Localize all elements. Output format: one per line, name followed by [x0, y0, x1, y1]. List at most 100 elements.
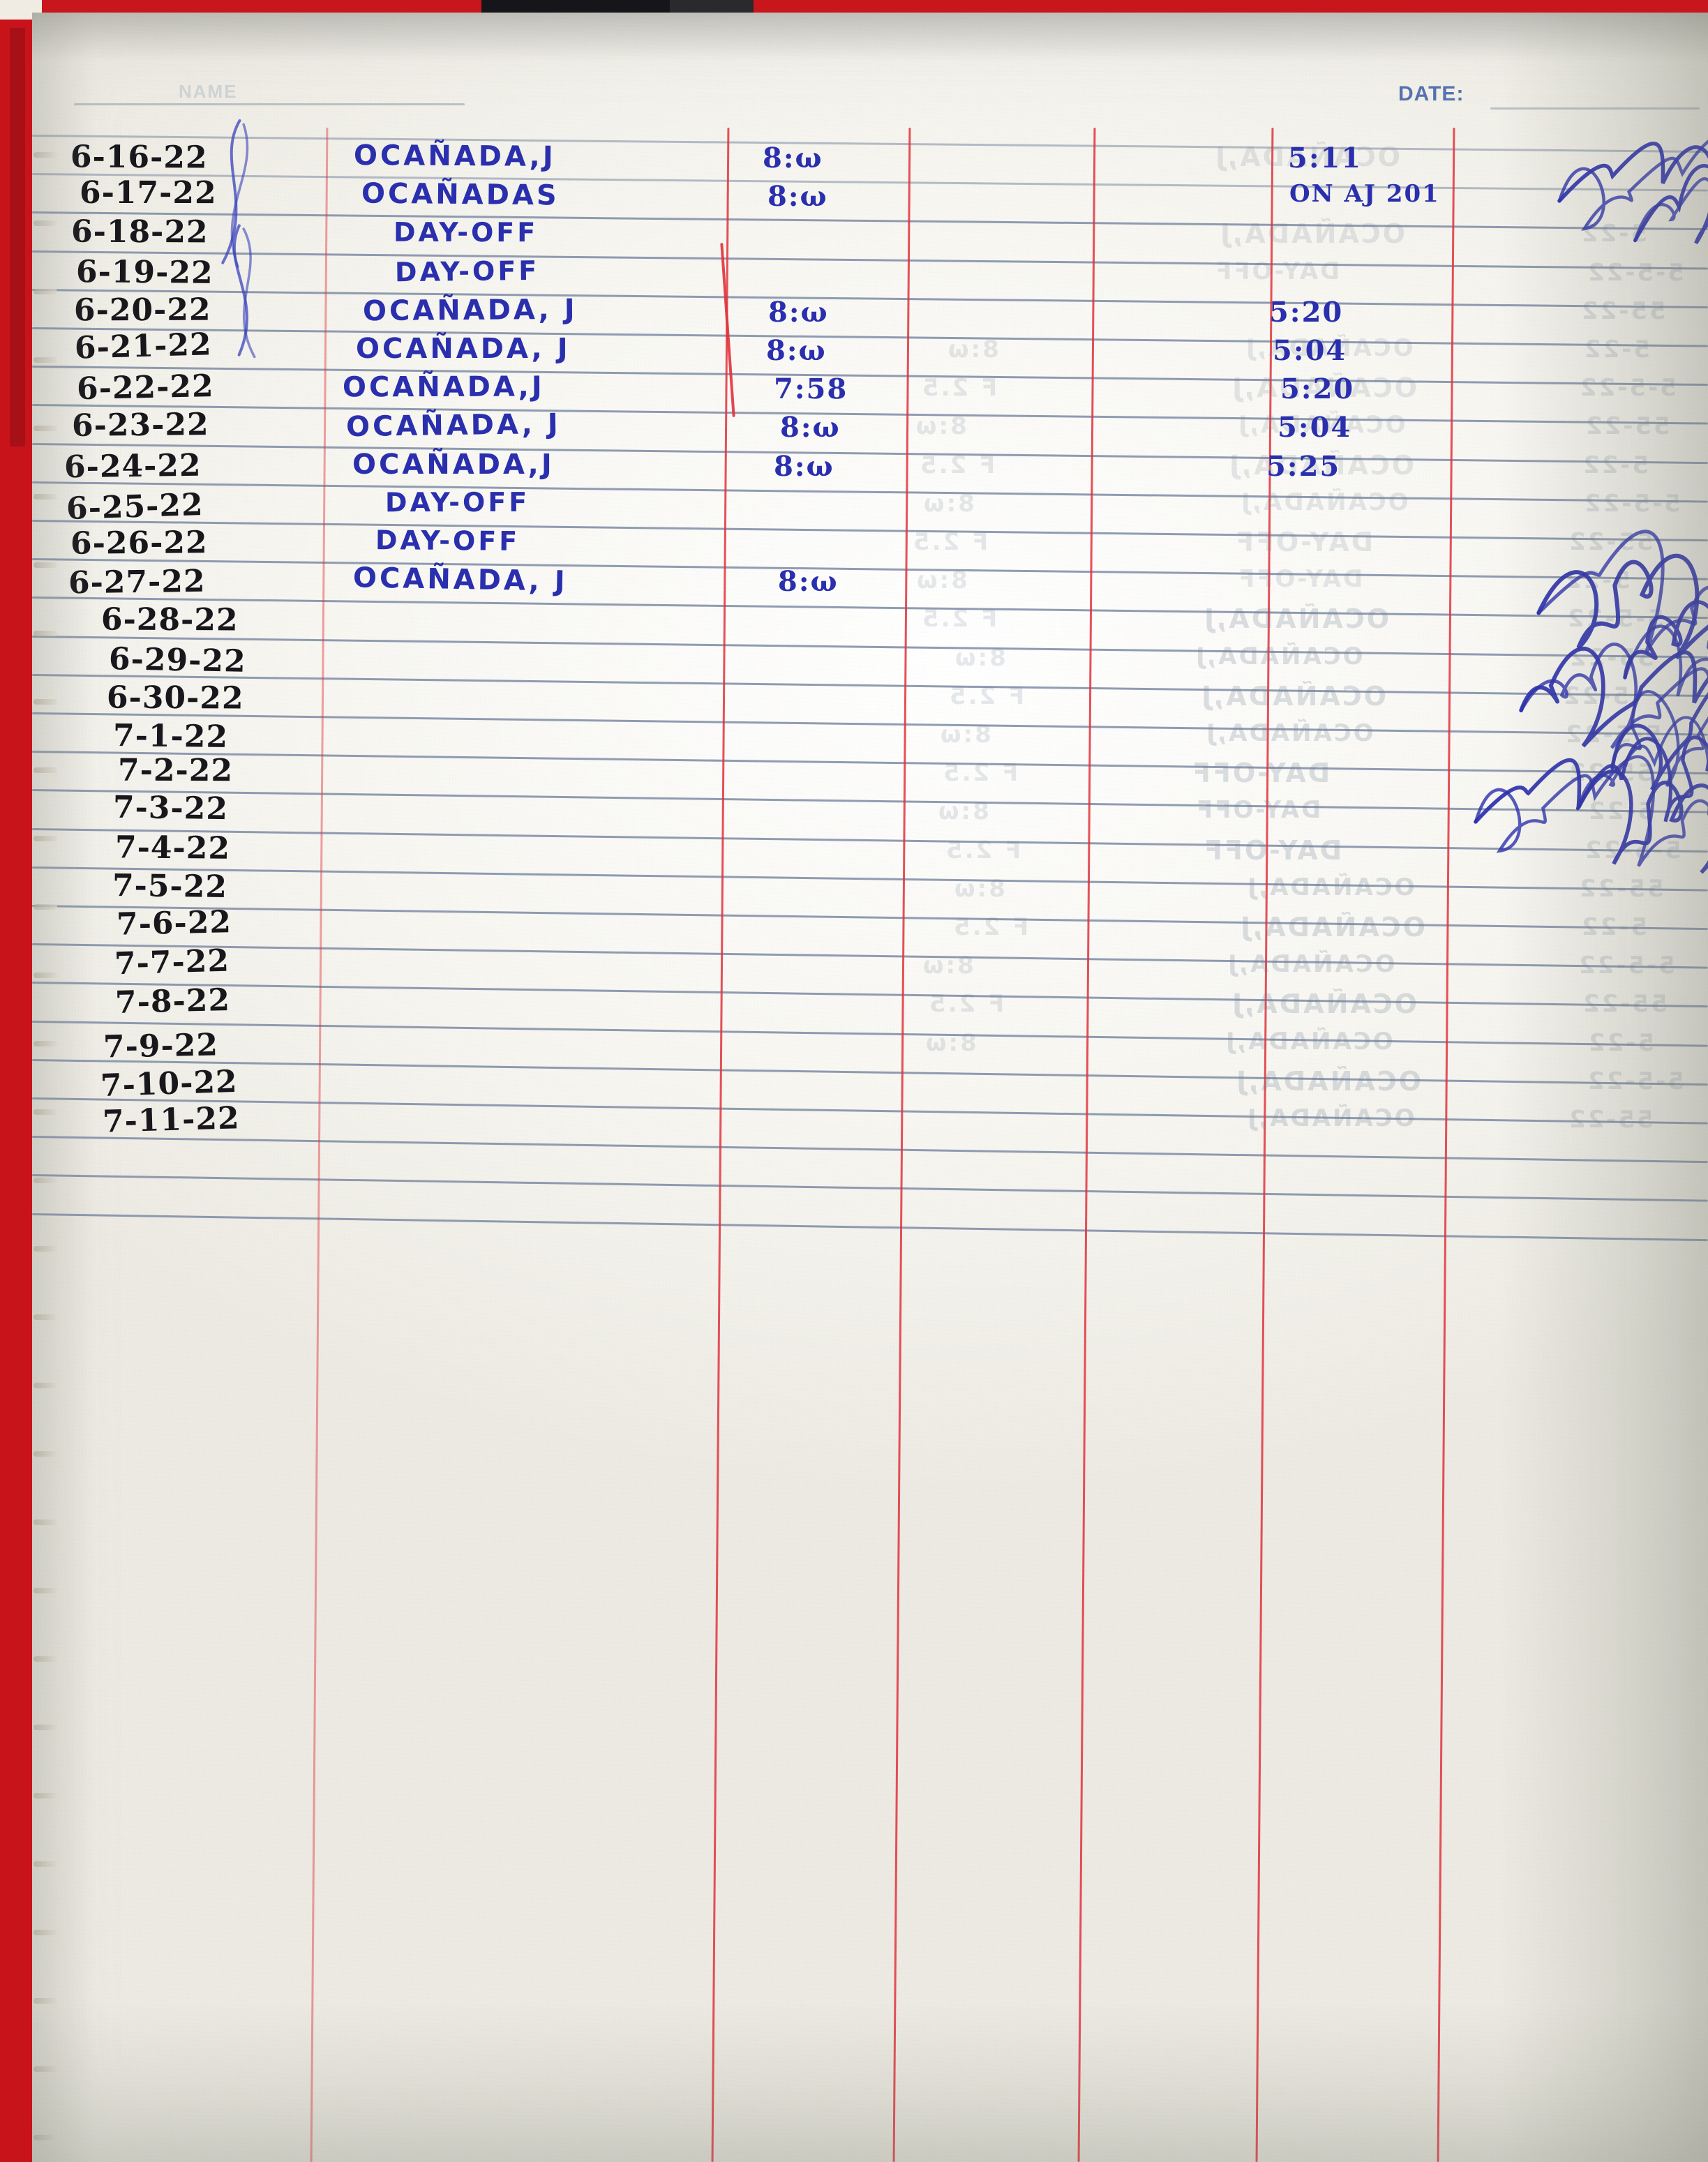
binding-notch [33, 1041, 57, 1046]
bleed-through-text: OCAÑADA,J [1245, 1104, 1415, 1132]
binding-notch [33, 1588, 57, 1593]
paper-sheet: NAME DATE: OCAÑADA,JOCAÑADA,J5-22DAY-OFF… [31, 13, 1708, 2162]
cell-name: DAY-OFF [384, 486, 530, 518]
paper-fiber-texture [32, 13, 1708, 2162]
bleed-through-time: F 2.5 [941, 759, 1019, 788]
cell-name: OCAÑADA,J [352, 448, 555, 481]
bleed-through-text: DAY-OFF [1190, 758, 1331, 789]
cell-date: 7-7-22 [114, 943, 230, 982]
cell-time-in: 8:ω [767, 295, 829, 329]
cell-date: 7-3-22 [112, 790, 229, 827]
binding-notch [33, 767, 57, 773]
header-left-rule [74, 103, 465, 105]
bleed-through-text: DAY-OFF [1202, 834, 1342, 866]
cell-time-in: 8:ω [779, 411, 841, 444]
bleed-through-time: 8:ω [953, 643, 1006, 672]
cell-time-out: 5:20 [1280, 373, 1355, 406]
cell-name: OCAÑADAS [361, 177, 560, 212]
header-name-label: NAME [179, 81, 238, 102]
cell-date: 6-22-22 [76, 368, 215, 407]
binding-notch [33, 1178, 57, 1183]
binding-notch [33, 1451, 57, 1457]
binding-notch [33, 631, 57, 636]
signature-scribble [1547, 124, 1708, 271]
bleed-through-time: 8:ω [915, 566, 968, 595]
cell-date: 6-28-22 [100, 601, 239, 638]
cover-left-red-shadow [10, 28, 25, 446]
cell-name: OCAÑADA, J [362, 293, 578, 328]
bleed-through-text: OCAÑADA,J [1194, 642, 1363, 670]
bleed-through-text: OCAÑADA,J [1238, 912, 1426, 943]
cell-time-in: 8:ω [762, 141, 823, 175]
cell-date: 7-1-22 [112, 718, 229, 755]
cell-date: 7-10-22 [100, 1063, 239, 1104]
bleed-through-text: OCAÑADA,J [1218, 218, 1406, 250]
binding-notch [33, 973, 57, 978]
cell-date: 6-29-22 [108, 640, 247, 680]
bleed-through-time: 8:ω [921, 952, 974, 980]
bleed-through-text: OCAÑADA,J [1239, 488, 1409, 516]
bleed-through-time: F 2.5 [920, 374, 998, 403]
pen-strike-mark [211, 220, 282, 366]
bleed-through-text: DAY-OFF [1234, 527, 1374, 557]
bleed-through-text: OCAÑADA,J [1226, 950, 1395, 979]
cover-black-patch-2 [670, 0, 754, 15]
binding-notch [33, 220, 57, 226]
signature-scribble [1525, 528, 1708, 690]
header-date-rule [1490, 107, 1700, 110]
binding-notch [33, 289, 57, 294]
bleed-through-text: OCAÑADA,J [1230, 989, 1418, 1020]
cell-time-in: 8:ω [773, 449, 834, 483]
bleed-through-time: F 2.5 [918, 451, 996, 479]
binding-notch [33, 2066, 57, 2072]
cell-name: OCAÑADA,J [342, 370, 545, 404]
bleed-through-time: F 2.5 [952, 913, 1029, 941]
binding-notch [33, 836, 57, 841]
binding-notch [33, 1930, 57, 1935]
bottom-curve-shadow [32, 2002, 1708, 2162]
cell-time-in: 8:ω [777, 564, 839, 599]
cell-date: 7-2-22 [117, 752, 234, 789]
bleed-through-time: 8:ω [946, 336, 999, 363]
cell-date: 7-9-22 [103, 1027, 219, 1065]
cell-time-out: ON AJ 201 [1289, 180, 1440, 209]
bleed-through-text: DAY-OFF [1194, 796, 1321, 825]
binding-notch [33, 1656, 57, 1662]
bleed-through-text: OCAÑADA,J [1199, 680, 1387, 712]
left-curve-shadow [32, 13, 95, 2162]
bleed-through-text: OCAÑADA,J [1204, 719, 1374, 747]
cell-name: OCAÑADA, J [345, 408, 561, 444]
cell-time-out: 5:11 [1287, 141, 1363, 175]
bleed-through-time: 8:ω [936, 797, 989, 826]
binding-notch [33, 699, 57, 705]
top-shadow [32, 13, 1708, 61]
binding-notch [33, 1109, 57, 1115]
cell-name: DAY-OFF [393, 217, 539, 248]
bleed-through-time: F 2.5 [911, 528, 989, 556]
cell-name: DAY-OFF [375, 525, 520, 557]
binding-notch [33, 357, 57, 363]
bleed-through-time: 8:ω [922, 489, 975, 518]
signature-scribble [1463, 745, 1708, 892]
cell-date: 7-5-22 [112, 867, 228, 905]
bleed-through-time: F 2.5 [947, 682, 1025, 710]
cell-time-out: 5:20 [1268, 295, 1344, 329]
binding-notch [33, 494, 57, 500]
header-date-label: DATE: [1398, 82, 1464, 105]
bleed-through-time: F 2.5 [920, 605, 998, 633]
bleed-through-text: OCAÑADA,J [1224, 1027, 1393, 1056]
cell-time-out: 5:04 [1272, 333, 1347, 368]
binding-notch [33, 1519, 57, 1525]
cell-date: 7-8-22 [114, 982, 231, 1021]
bleed-through-time: 8:ω [914, 412, 967, 441]
binding-notch [33, 426, 57, 431]
cell-date: 6-17-22 [79, 175, 217, 211]
signature-scribble [1619, 136, 1708, 294]
bleed-through-time: F 2.5 [944, 836, 1021, 864]
cell-name: DAY-OFF [394, 255, 540, 287]
bleed-through-text: DAY-OFF [1213, 257, 1340, 285]
cell-time-in: 8:ω [765, 333, 827, 368]
bleed-through-time: F 2.5 [927, 990, 1005, 1019]
cell-name: OCAÑADA, J [352, 562, 569, 598]
